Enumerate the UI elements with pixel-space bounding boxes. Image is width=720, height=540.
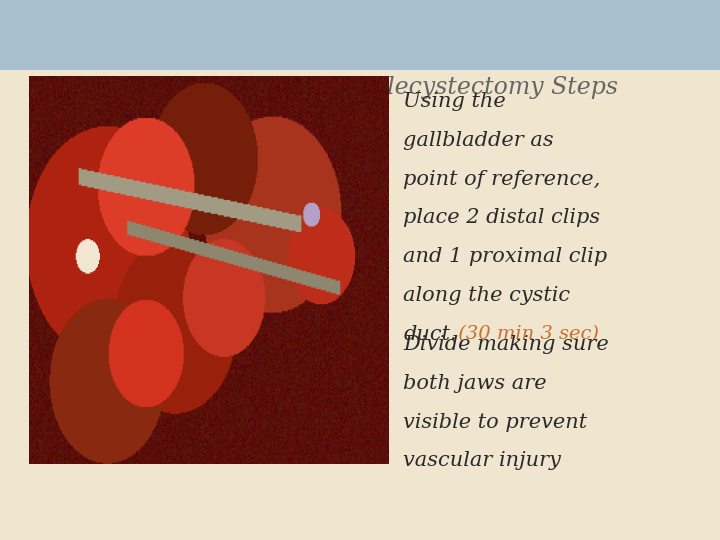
- Text: both jaws are: both jaws are: [403, 374, 546, 393]
- Text: Using the: Using the: [403, 92, 506, 111]
- Text: gallbladder as: gallbladder as: [403, 131, 554, 150]
- Text: and 1 proximal clip: and 1 proximal clip: [403, 247, 608, 266]
- Text: duct.: duct.: [403, 325, 456, 344]
- Text: (30 min 3 sec): (30 min 3 sec): [452, 325, 599, 343]
- Text: point of reference,: point of reference,: [403, 170, 600, 188]
- Bar: [364, 84, 374, 94]
- Text: visible to prevent: visible to prevent: [403, 413, 588, 431]
- Text: Retrograde Laparoscopic Cholecystectomy Steps: Retrograde Laparoscopic Cholecystectomy …: [29, 76, 618, 99]
- Text: along the cystic: along the cystic: [403, 286, 570, 305]
- Text: place 2 distal clips: place 2 distal clips: [403, 208, 600, 227]
- Text: Divide making sure: Divide making sure: [403, 335, 609, 354]
- Bar: [364, 327, 374, 338]
- Text: vascular injury: vascular injury: [403, 451, 561, 470]
- Bar: [0, 0, 720, 70]
